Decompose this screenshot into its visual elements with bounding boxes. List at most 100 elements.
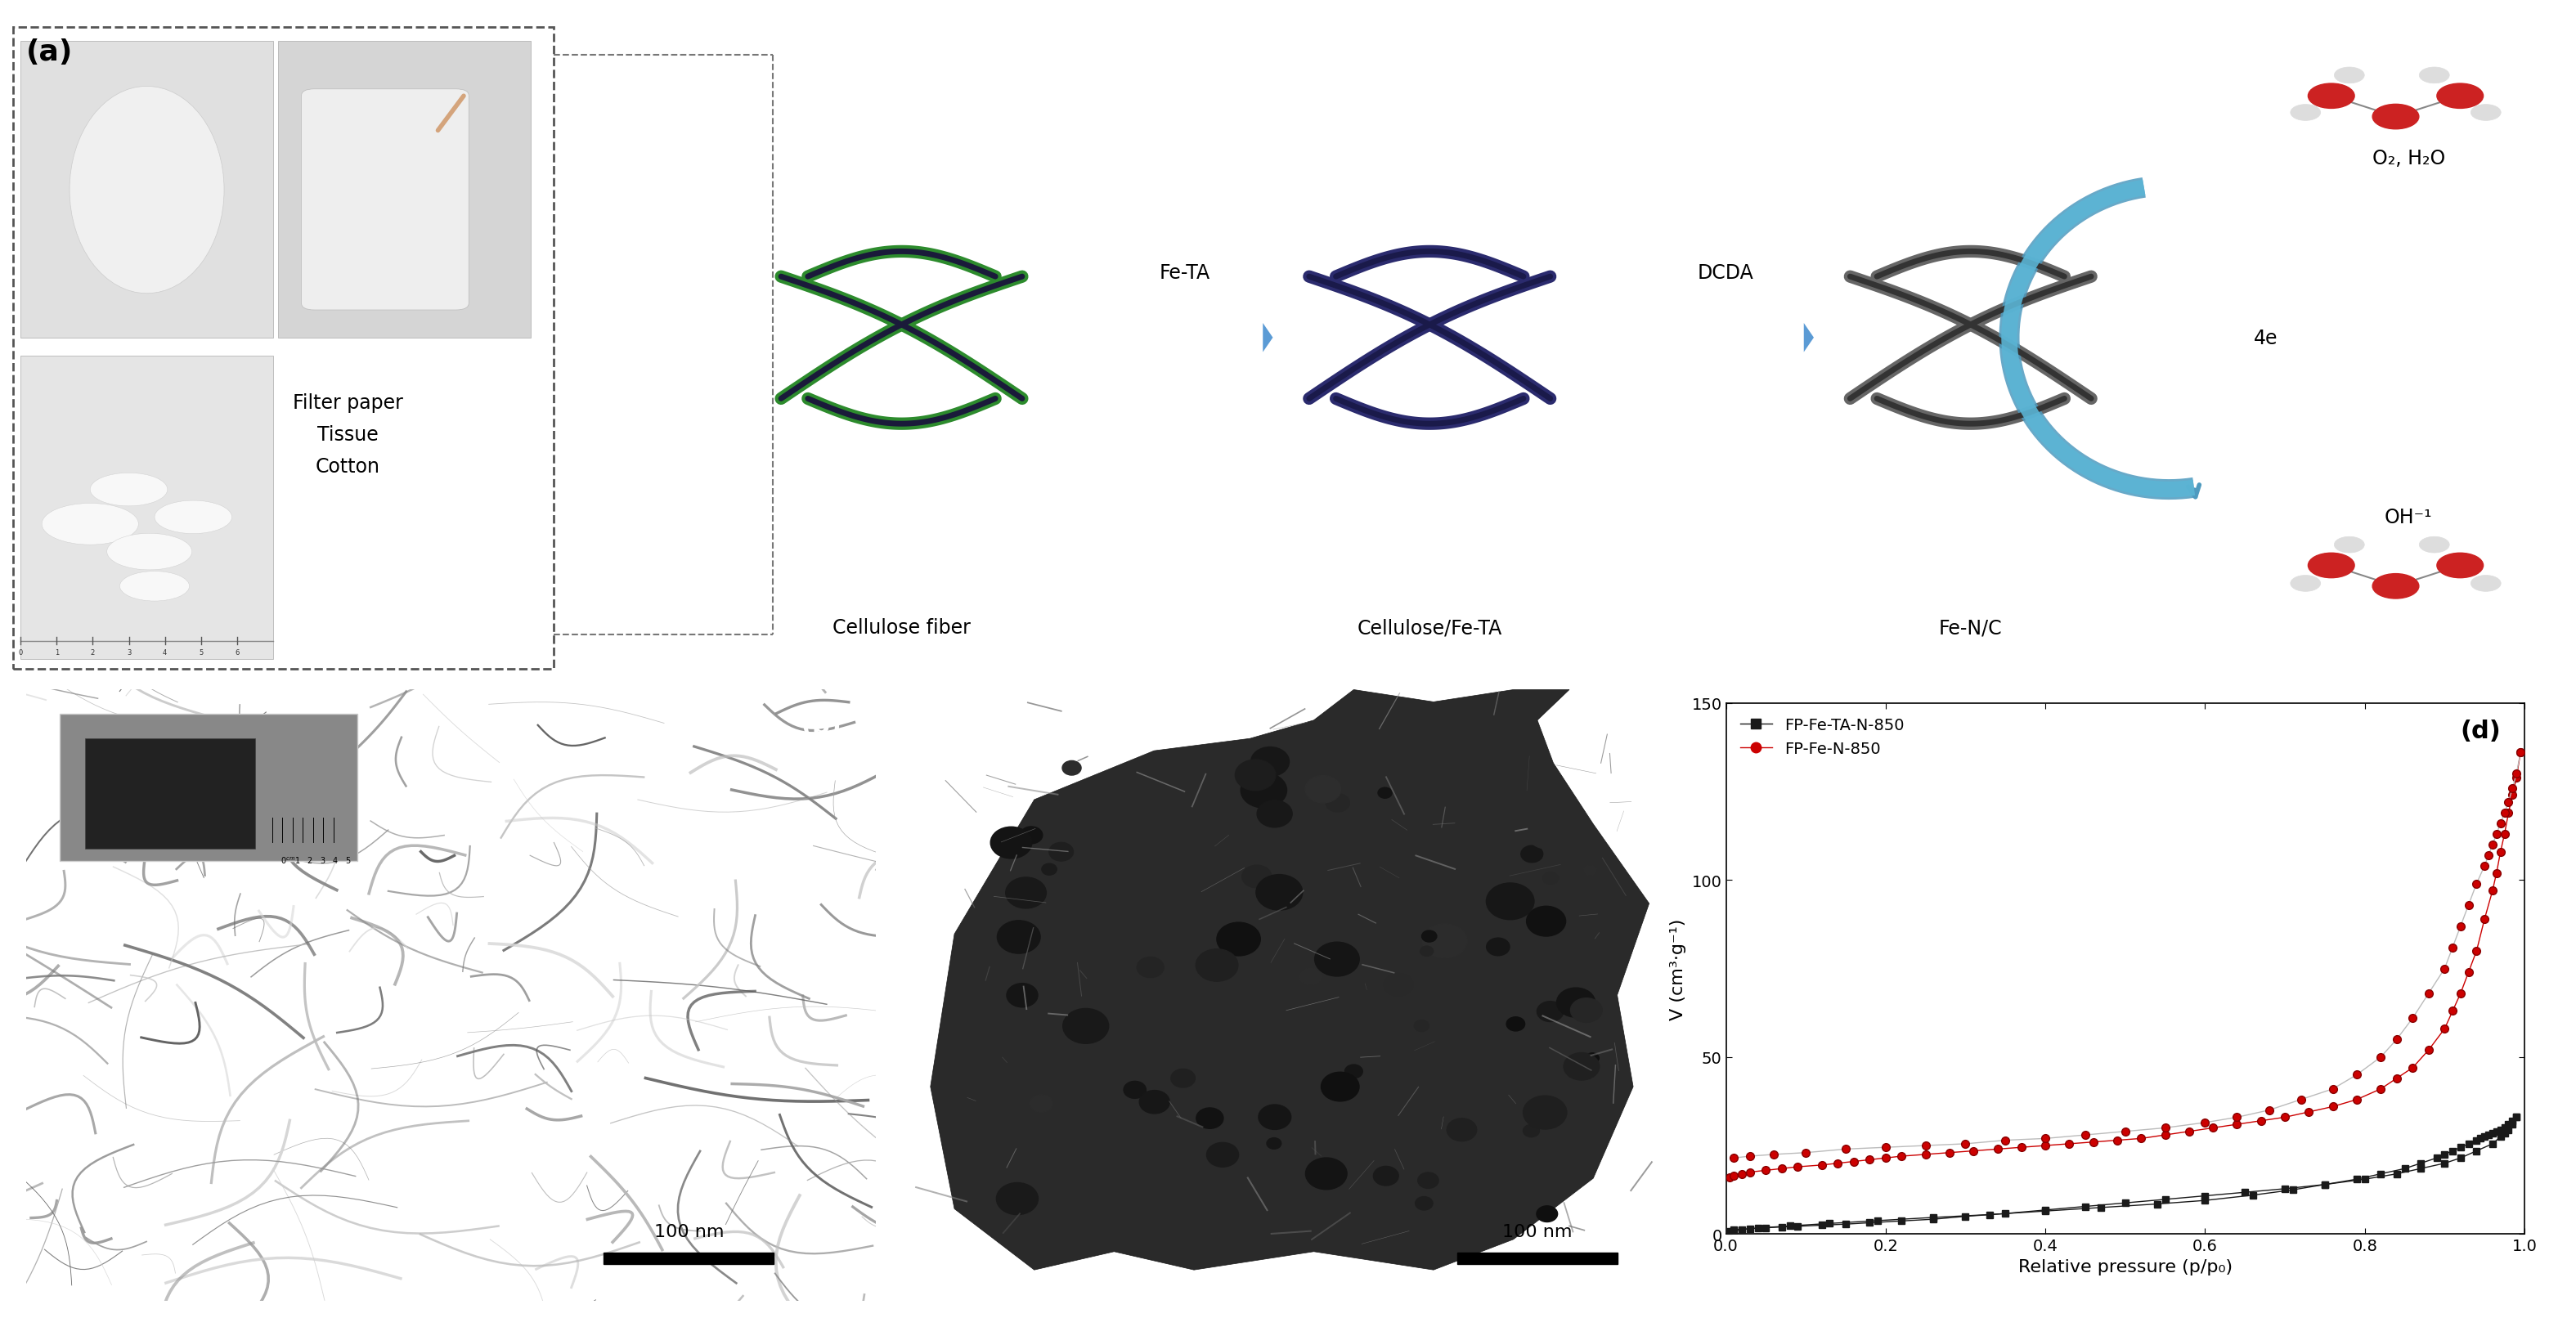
Circle shape (1298, 969, 1321, 986)
Circle shape (1538, 1002, 1564, 1022)
Circle shape (1136, 957, 1164, 978)
Text: 100 nm: 100 nm (654, 1223, 724, 1239)
Text: 4e: 4e (2254, 328, 2277, 348)
Circle shape (2290, 576, 2321, 592)
Circle shape (1486, 884, 1535, 920)
Circle shape (1556, 989, 1595, 1018)
Circle shape (2308, 553, 2354, 579)
FancyArrowPatch shape (1097, 324, 1273, 353)
Text: 1: 1 (54, 649, 59, 656)
Circle shape (1584, 865, 1597, 876)
Circle shape (1528, 906, 1566, 937)
Circle shape (1195, 1108, 1224, 1129)
Circle shape (1522, 1125, 1540, 1137)
Circle shape (1327, 794, 1350, 812)
Text: Fe-N/C: Fe-N/C (1940, 618, 2002, 638)
Circle shape (1522, 1096, 1566, 1129)
Circle shape (1520, 845, 1543, 863)
Circle shape (1383, 974, 1414, 997)
Circle shape (1048, 843, 1074, 861)
Ellipse shape (118, 572, 191, 601)
Circle shape (1486, 938, 1510, 955)
Text: 6: 6 (234, 649, 240, 656)
Circle shape (1041, 864, 1056, 876)
Circle shape (1020, 827, 1043, 844)
Circle shape (992, 827, 1033, 859)
Text: Cellulose/Fe-TA: Cellulose/Fe-TA (1358, 618, 1502, 638)
Circle shape (997, 1182, 1038, 1214)
Text: (c): (c) (1643, 714, 1682, 738)
Circle shape (1422, 930, 1437, 942)
Circle shape (1314, 942, 1360, 977)
Circle shape (1535, 1206, 1558, 1222)
Circle shape (2372, 575, 2419, 598)
Text: 5: 5 (198, 649, 204, 656)
Circle shape (2470, 576, 2501, 592)
FancyBboxPatch shape (85, 739, 255, 849)
Circle shape (1345, 1064, 1363, 1079)
Circle shape (1306, 776, 1342, 803)
Text: (d): (d) (2460, 719, 2501, 743)
Circle shape (2470, 105, 2501, 121)
Text: O₂, H₂O: O₂, H₂O (2372, 149, 2445, 169)
Text: OH⁻¹: OH⁻¹ (2385, 508, 2432, 527)
Circle shape (1216, 922, 1260, 955)
Text: 3: 3 (126, 649, 131, 656)
Circle shape (1417, 1173, 1437, 1189)
Circle shape (2334, 68, 2365, 84)
Circle shape (1448, 1119, 1476, 1141)
Text: 0: 0 (18, 649, 23, 656)
Circle shape (1123, 1082, 1146, 1099)
Circle shape (1030, 1095, 1054, 1112)
Ellipse shape (41, 504, 139, 545)
Circle shape (2372, 105, 2419, 130)
Circle shape (1195, 949, 1239, 982)
FancyBboxPatch shape (603, 1253, 773, 1263)
Circle shape (1321, 1072, 1360, 1101)
Circle shape (1064, 1009, 1108, 1044)
Circle shape (1584, 1054, 1600, 1063)
Circle shape (1242, 865, 1273, 888)
Text: 4: 4 (162, 649, 167, 656)
Ellipse shape (70, 88, 224, 295)
FancyBboxPatch shape (59, 714, 358, 861)
Y-axis label: V (cm³·g⁻¹): V (cm³·g⁻¹) (1669, 918, 1685, 1019)
Circle shape (2437, 553, 2483, 579)
Circle shape (1414, 1197, 1432, 1210)
Circle shape (1571, 998, 1602, 1023)
Circle shape (1061, 762, 1082, 775)
Circle shape (1507, 1016, 1525, 1031)
Circle shape (1306, 1158, 1347, 1189)
Circle shape (1257, 800, 1293, 828)
X-axis label: Relative pressure (p/p₀): Relative pressure (p/p₀) (2017, 1258, 2233, 1274)
FancyBboxPatch shape (21, 41, 273, 338)
Circle shape (1172, 1070, 1195, 1088)
Circle shape (1564, 1052, 1600, 1080)
Circle shape (1543, 873, 1558, 885)
Circle shape (2290, 105, 2321, 121)
Circle shape (1419, 946, 1432, 957)
Text: (b): (b) (801, 714, 842, 738)
Circle shape (1260, 1105, 1291, 1129)
Polygon shape (930, 690, 1649, 1270)
Circle shape (997, 921, 1041, 954)
Legend: FP-Fe-TA-N-850, FP-Fe-N-850: FP-Fe-TA-N-850, FP-Fe-N-850 (1734, 711, 1911, 763)
Circle shape (1234, 760, 1275, 791)
Text: Fe-TA: Fe-TA (1159, 263, 1211, 283)
Text: Cellulose fiber: Cellulose fiber (832, 618, 971, 638)
Circle shape (1206, 1143, 1239, 1166)
Text: 100 nm: 100 nm (1502, 1223, 1571, 1239)
Circle shape (2334, 537, 2365, 553)
Ellipse shape (106, 533, 191, 571)
Circle shape (1242, 772, 1288, 808)
FancyArrowPatch shape (1638, 324, 1814, 353)
Circle shape (1005, 877, 1046, 909)
FancyBboxPatch shape (1458, 1253, 1618, 1263)
FancyBboxPatch shape (301, 90, 469, 311)
Circle shape (1378, 788, 1391, 799)
Circle shape (1267, 1139, 1280, 1149)
Ellipse shape (90, 474, 167, 507)
Circle shape (1373, 1166, 1399, 1185)
FancyBboxPatch shape (278, 41, 531, 338)
Text: DCDA: DCDA (1698, 263, 1754, 283)
